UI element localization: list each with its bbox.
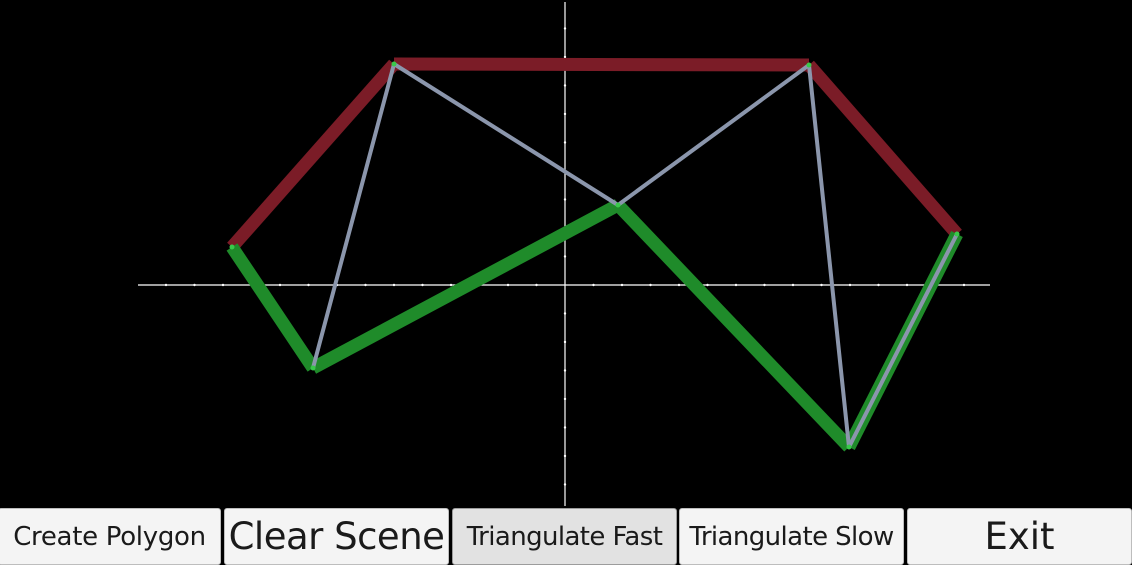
polygon-edge [226, 243, 319, 372]
triangulation-edge [311, 62, 396, 370]
vertex-marker [310, 365, 316, 371]
polygon-edge [613, 200, 854, 452]
polygon-edge [309, 199, 622, 374]
axis-tick [563, 312, 567, 315]
axis-tick [563, 255, 567, 258]
axis-tick [563, 340, 567, 344]
axis-tick [563, 112, 567, 116]
axis-tick [563, 369, 567, 372]
axis-tick [164, 283, 168, 287]
axis-tick [962, 283, 966, 287]
triangulation-diagonals [311, 62, 959, 449]
vertex-marker [846, 444, 852, 450]
axis-tick [563, 55, 567, 59]
triangulation-edge [847, 232, 959, 449]
triangulate-slow-button[interactable]: Triangulate Slow [679, 508, 904, 565]
axis-tick [421, 283, 424, 287]
axis-tick [563, 141, 567, 144]
axis-tick [278, 283, 282, 287]
axis-tick [506, 283, 510, 287]
vertex-marker [615, 202, 621, 208]
axis-tick [734, 283, 738, 287]
exit-button[interactable]: Exit [907, 508, 1132, 565]
vertex-marker [391, 61, 397, 67]
polygon-edge [393, 57, 810, 72]
axis-tick [677, 283, 681, 287]
axis-tick [848, 283, 852, 287]
axis-tick [649, 283, 652, 287]
axis-tick [449, 283, 453, 287]
axis-tick [392, 283, 396, 287]
axis-tick [820, 283, 823, 287]
axis-tick [221, 283, 225, 287]
triangulation-edge [392, 62, 620, 207]
axis-tick [563, 426, 567, 429]
polygon-edge [804, 60, 962, 239]
create-polygon-button[interactable]: Create Polygon [0, 508, 221, 565]
polygon-edge [227, 59, 399, 252]
axis-tick [563, 27, 567, 30]
axis-tick [791, 283, 795, 287]
polygon-scene-canvas[interactable] [0, 0, 1132, 508]
axis-tick [563, 483, 567, 486]
vertex-marker [954, 231, 960, 237]
axis-tick [563, 454, 567, 458]
polygon-lower-chain [226, 199, 963, 452]
axis-tick [877, 283, 880, 287]
axis-tick [563, 397, 567, 401]
axis-tick [563, 198, 567, 201]
axis-tick [307, 283, 310, 287]
axis-tick [364, 283, 367, 287]
triangulation-edge [807, 63, 851, 449]
triangulation-edge [616, 63, 811, 207]
triangulate-fast-button[interactable]: Triangulate Fast [452, 508, 677, 565]
axis-tick [620, 283, 624, 287]
axis-tick [706, 283, 709, 287]
axis-tick [563, 84, 567, 87]
vertex-marker [229, 244, 235, 250]
axis-tick [905, 283, 909, 287]
axis-tick [193, 283, 196, 287]
axis-tick [592, 283, 595, 287]
polygon-upper-chain [227, 57, 962, 252]
vertex-marker [806, 62, 812, 68]
polygon-vertices [229, 61, 960, 450]
bottom-toolbar: Create Polygon Clear Scene Triangulate F… [0, 508, 1132, 565]
axis-tick [535, 283, 538, 287]
clear-scene-button[interactable]: Clear Scene [224, 508, 449, 565]
axis-tick [763, 283, 766, 287]
